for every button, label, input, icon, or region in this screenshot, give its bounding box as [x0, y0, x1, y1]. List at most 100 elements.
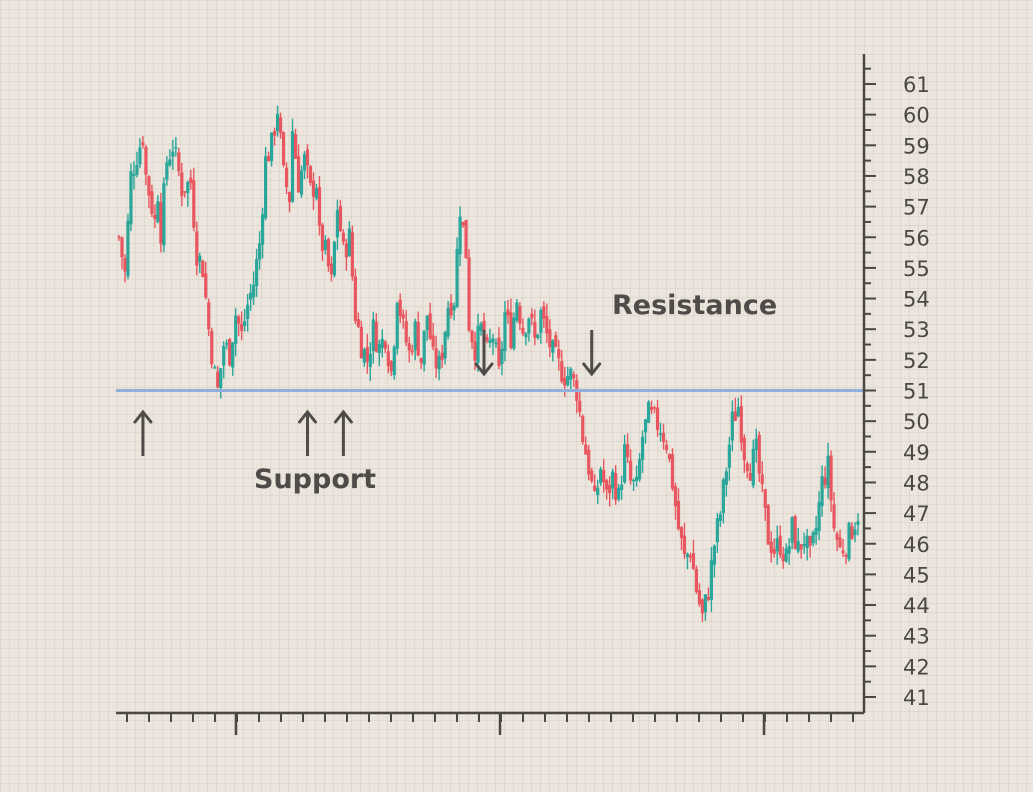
candle-up	[539, 310, 543, 333]
candle-down	[560, 361, 564, 382]
candle-down	[691, 553, 696, 570]
candle-down	[766, 505, 770, 545]
candle-up	[219, 368, 223, 388]
candle-down	[745, 463, 749, 472]
candle-down	[629, 460, 633, 481]
candle-down	[614, 473, 618, 501]
time-axis	[116, 711, 864, 735]
candle-up	[126, 220, 130, 277]
candle-down	[311, 180, 316, 197]
candle-up	[784, 548, 788, 562]
candle-down	[240, 323, 244, 331]
candle-up	[805, 535, 809, 549]
candle-down	[667, 453, 672, 460]
candle-up	[437, 355, 441, 370]
candle-up	[736, 406, 740, 417]
candle-up	[853, 529, 857, 536]
candle-down	[829, 455, 833, 501]
support-arrow-icon	[333, 409, 353, 456]
price-tick-label: 60	[903, 104, 930, 128]
candle-up	[491, 338, 495, 343]
price-tick-label: 50	[903, 410, 930, 434]
candle-up	[787, 545, 791, 554]
candle-down	[120, 237, 124, 258]
candle-down	[748, 473, 752, 481]
candle-down	[272, 130, 277, 136]
candle-down	[763, 489, 767, 509]
candle-up	[249, 292, 253, 300]
candle-up	[443, 331, 447, 359]
candle-down	[578, 400, 582, 412]
candle-down	[673, 486, 678, 507]
candle-down	[697, 590, 702, 605]
candle-up	[413, 321, 417, 351]
price-tick-label: 48	[903, 471, 930, 495]
candle-down	[180, 172, 184, 197]
candle-down	[398, 299, 402, 316]
candle-down	[237, 316, 241, 324]
candle-up	[640, 436, 645, 461]
candle-down	[356, 319, 360, 327]
candle-down	[401, 314, 405, 319]
candle-down	[533, 322, 537, 338]
candle-up	[452, 305, 456, 311]
candle-down	[374, 321, 378, 352]
candle-down	[278, 117, 283, 134]
candle-up	[536, 334, 540, 338]
candle-up	[596, 487, 600, 496]
candle-up	[422, 330, 426, 365]
candle-down	[359, 326, 363, 359]
candle-down	[605, 480, 609, 490]
candle-up	[494, 342, 498, 345]
candle-down	[419, 357, 423, 363]
candle-down	[769, 541, 773, 553]
candle-up	[377, 343, 381, 354]
candle-down	[602, 469, 606, 483]
candle-down	[228, 339, 232, 366]
candle-up	[566, 375, 570, 386]
candle-up	[302, 154, 307, 171]
candle-down	[150, 191, 154, 214]
candle-up	[129, 171, 133, 225]
candle-down	[431, 335, 435, 347]
candle-down	[365, 347, 369, 362]
candle-down	[760, 474, 764, 485]
candle-up	[332, 241, 337, 276]
candle-down	[757, 434, 761, 474]
candle-down	[548, 329, 552, 348]
resistance-arrow-icon	[582, 330, 602, 377]
candle-up	[500, 348, 504, 364]
candle-down	[518, 305, 522, 324]
candle-down	[410, 350, 414, 353]
candle-up	[685, 553, 690, 558]
candle-down	[545, 316, 549, 334]
candle-down	[440, 352, 444, 360]
candle-down	[383, 341, 387, 349]
candle-down	[416, 321, 420, 356]
candle-up	[243, 321, 247, 326]
candle-down	[557, 349, 561, 359]
candle-down	[281, 132, 286, 166]
price-tick-label: 49	[903, 441, 930, 465]
price-tick-label: 58	[903, 165, 930, 189]
price-tick-label: 56	[903, 226, 930, 250]
candle-up	[171, 151, 175, 157]
candle-down	[183, 191, 187, 193]
candle-down	[530, 313, 534, 319]
candle-up	[646, 401, 651, 423]
price-axis: 41 42 43 44 45 46 47 48 49 50 51 52 53 54 55 56 57 58 59 60…	[862, 54, 930, 713]
candle-up	[817, 501, 821, 531]
candle-up	[814, 528, 818, 536]
candle-up	[658, 433, 663, 435]
candle-down	[338, 206, 343, 231]
candle-up	[269, 132, 274, 162]
candle-up	[721, 479, 725, 514]
candle-down	[733, 411, 737, 421]
candle-up	[446, 307, 450, 337]
candles-group	[117, 105, 860, 623]
candle-up	[252, 284, 256, 298]
candle-up	[347, 228, 351, 257]
support-label: Support	[254, 464, 376, 495]
support-arrow-icon	[133, 409, 153, 456]
candle-down	[497, 337, 501, 367]
